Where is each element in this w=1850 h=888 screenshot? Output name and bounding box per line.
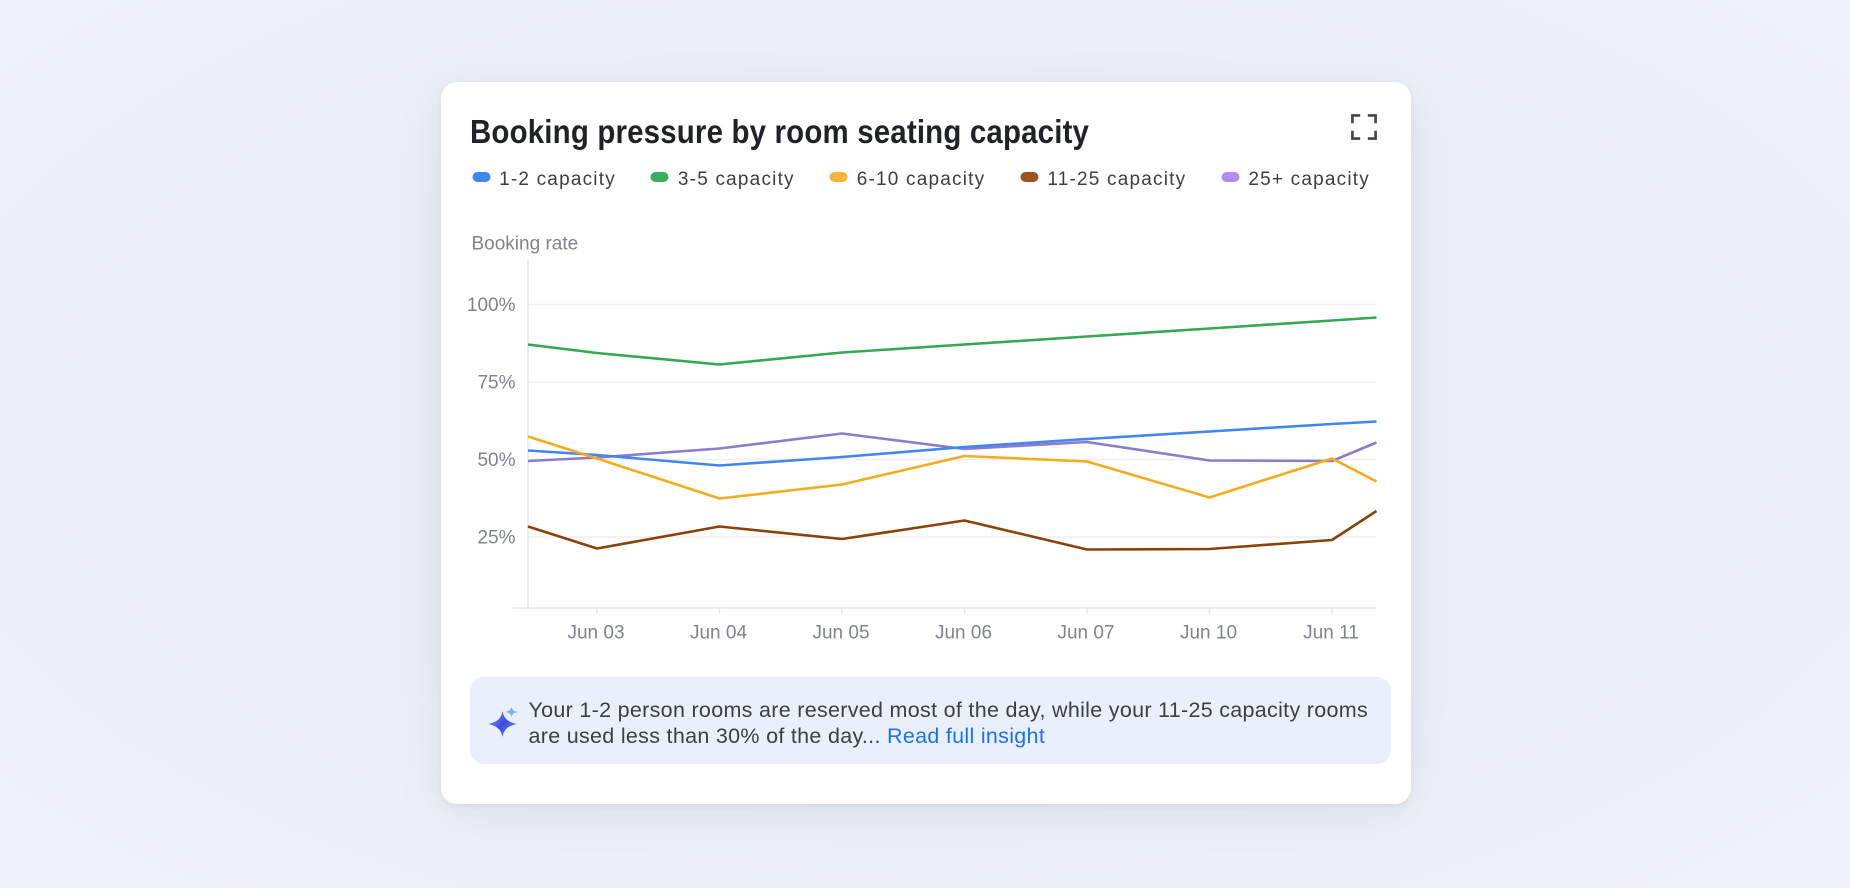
svg-text:Jun 03: Jun 03 [567, 622, 624, 643]
svg-text:25%: 25% [477, 527, 515, 548]
svg-text:50%: 50% [477, 450, 515, 471]
svg-text:100%: 100% [466, 295, 515, 316]
svg-text:Jun 04: Jun 04 [689, 622, 746, 643]
svg-text:Jun 07: Jun 07 [1057, 622, 1114, 643]
svg-text:Booking rate: Booking rate [471, 233, 578, 254]
svg-text:Jun 06: Jun 06 [934, 622, 991, 643]
svg-text:Jun 10: Jun 10 [1179, 622, 1236, 643]
svg-text:Jun 05: Jun 05 [812, 622, 869, 643]
svg-text:Jun 11: Jun 11 [1303, 622, 1359, 643]
svg-text:75%: 75% [477, 372, 515, 393]
